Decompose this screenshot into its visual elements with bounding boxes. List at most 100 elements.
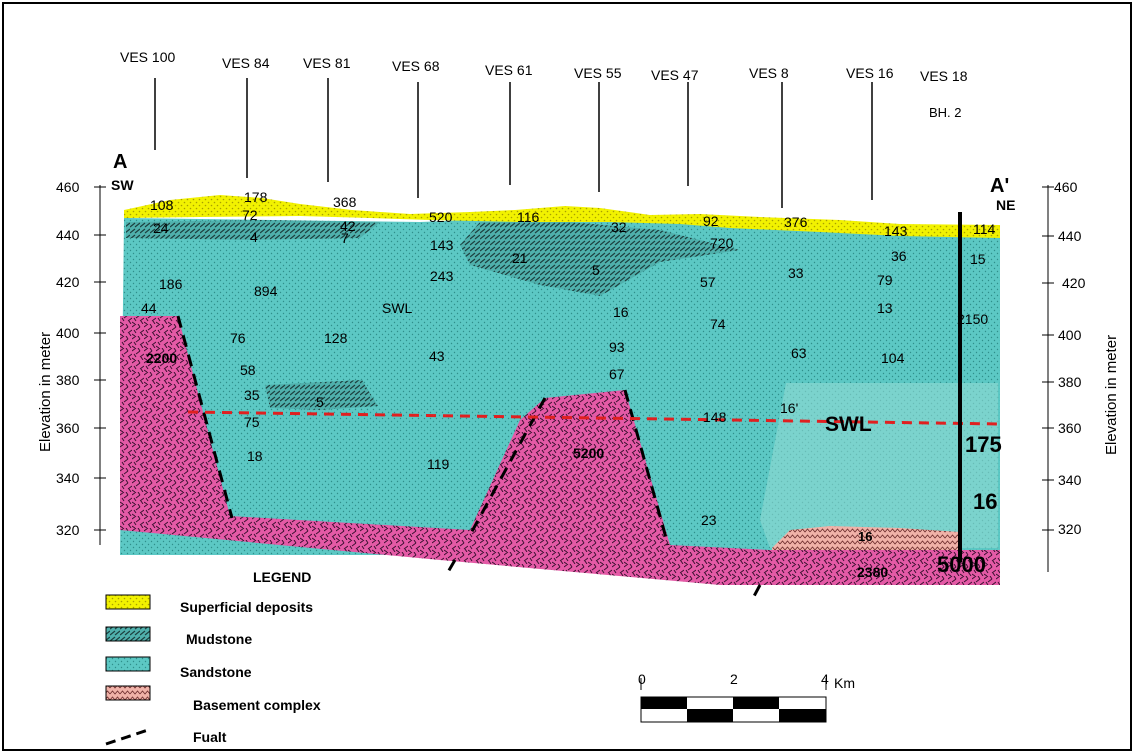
left-tick-label: 420: [56, 274, 80, 290]
left-tick-label: 340: [56, 470, 80, 486]
resistivity-value: 178: [244, 189, 268, 205]
resistivity-value: 16: [858, 529, 872, 544]
resistivity-value: 119: [427, 456, 450, 472]
resistivity-value: 894: [254, 283, 278, 299]
resistivity-value: 74: [710, 316, 726, 332]
resistivity-value: 243: [430, 268, 454, 284]
resistivity-value: 36: [891, 248, 907, 264]
scale-tick: 4: [821, 671, 829, 687]
ves-station-label: VES 47: [651, 67, 699, 83]
resistivity-value: 2150: [957, 311, 988, 327]
resistivity-value: 93: [609, 339, 625, 355]
resistivity-value: 4: [250, 229, 258, 245]
resistivity-value: 720: [710, 235, 734, 251]
resistivity-value: 23: [701, 512, 717, 528]
legend-label: Superficial deposits: [180, 599, 313, 615]
scale-bar: 0 2 4 Km: [638, 671, 855, 723]
right-elevation-axis: [1042, 185, 1054, 572]
right-tick-label: 380: [1058, 374, 1082, 390]
ves-station-label: VES 55: [574, 65, 622, 81]
swl-label-small: SWL: [382, 300, 413, 316]
section-end-left-direction: SW: [111, 177, 134, 193]
left-tick-label: 360: [56, 420, 80, 436]
ves-station-label: VES 16: [846, 65, 894, 81]
ves-station-label: VES 8: [749, 65, 789, 81]
right-tick-label: 440: [1058, 228, 1082, 244]
legend-title: LEGEND: [253, 569, 311, 585]
ves-station-label: VES 61: [485, 62, 533, 78]
resistivity-value: 186: [159, 276, 183, 292]
left-tick-label: 400: [56, 325, 80, 341]
legend-swatch-mudstone: [105, 626, 151, 642]
resistivity-value: 16: [613, 304, 629, 320]
resistivity-value: 43: [429, 348, 445, 364]
basement-resistivity: 2200: [146, 350, 177, 366]
resistivity-value: 104: [881, 350, 905, 366]
right-tick-label: 320: [1058, 521, 1082, 537]
left-tick-label: 440: [56, 227, 80, 243]
legend-label: Fualt: [193, 729, 227, 745]
ves-station-label: VES 84: [222, 55, 270, 71]
scale-tick: 2: [730, 671, 738, 687]
resistivity-value: 16': [780, 400, 798, 416]
right-tick-label: 340: [1058, 472, 1082, 488]
resistivity-value: 92: [703, 213, 719, 229]
resistivity-value: 72: [242, 207, 258, 223]
scale-tick: 0: [638, 671, 646, 687]
resistivity-value: 79: [877, 272, 893, 288]
ves-station-label: VES 68: [392, 58, 440, 74]
resistivity-value: 128: [324, 330, 348, 346]
resistivity-value: 520: [429, 209, 453, 225]
right-tick-label: 360: [1058, 420, 1082, 436]
resistivity-value: 376: [784, 214, 808, 230]
legend-label: Mudstone: [186, 631, 252, 647]
basement-complex-layer: [120, 316, 1000, 585]
legend-swatch-basement: [105, 685, 151, 701]
resistivity-value: 63: [791, 345, 807, 361]
left-tick-label: 320: [56, 522, 80, 538]
legend-swatch-fault: [105, 728, 149, 746]
mudstone-lens-3: [265, 380, 378, 410]
resistivity-value: 35: [244, 387, 260, 403]
resistivity-value: 13: [877, 300, 893, 316]
resistivity-value: 116: [517, 209, 540, 225]
basement-resistivity: 5200: [573, 445, 604, 461]
section-end-right: A': [990, 175, 1009, 197]
resistivity-value: 33: [788, 265, 804, 281]
basement-resistivity: 2380: [857, 564, 888, 580]
resistivity-value: 114: [973, 221, 996, 237]
resistivity-value: 143: [884, 223, 908, 239]
resistivity-value: 24: [153, 220, 169, 236]
resistivity-value: 368: [333, 194, 357, 210]
resistivity-value: 5: [316, 394, 324, 410]
legend: LEGEND Superficial deposits Mudstone San…: [105, 569, 321, 746]
borehole-value: 16: [973, 489, 997, 514]
right-tick-label: 460: [1054, 179, 1078, 195]
left-tick-label: 460: [56, 179, 80, 195]
section-end-right-direction: NE: [996, 197, 1015, 213]
resistivity-value: 108: [150, 197, 174, 213]
resistivity-value: 58: [240, 362, 256, 378]
ves-station-label: VES 100: [120, 49, 175, 65]
superficial-deposits-layer: [124, 195, 1000, 238]
legend-swatch-sandstone: [105, 656, 151, 672]
borehole-value: 5000: [937, 552, 986, 577]
mudstone-lens-2: [460, 222, 740, 296]
left-elevation-axis: [94, 185, 106, 545]
swl-label-large: SWL: [825, 413, 872, 436]
resistivity-value: 32: [611, 219, 627, 235]
ves-station-lines: [154, 78, 873, 208]
resistivity-value: 7: [341, 230, 349, 246]
resistivity-value: 143: [430, 237, 454, 253]
resistivity-value: 148: [703, 409, 727, 425]
right-tick-label: 420: [1062, 275, 1086, 291]
right-tick-label: 400: [1058, 327, 1082, 343]
legend-swatch-superficial: [105, 594, 151, 610]
resistivity-value: 15: [970, 251, 986, 267]
fault-lines: [176, 315, 762, 601]
scale-unit: Km: [834, 675, 855, 691]
legend-label: Basement complex: [193, 697, 321, 713]
resistivity-value: 21: [512, 250, 528, 266]
ves-station-label: VES 81: [303, 55, 351, 71]
